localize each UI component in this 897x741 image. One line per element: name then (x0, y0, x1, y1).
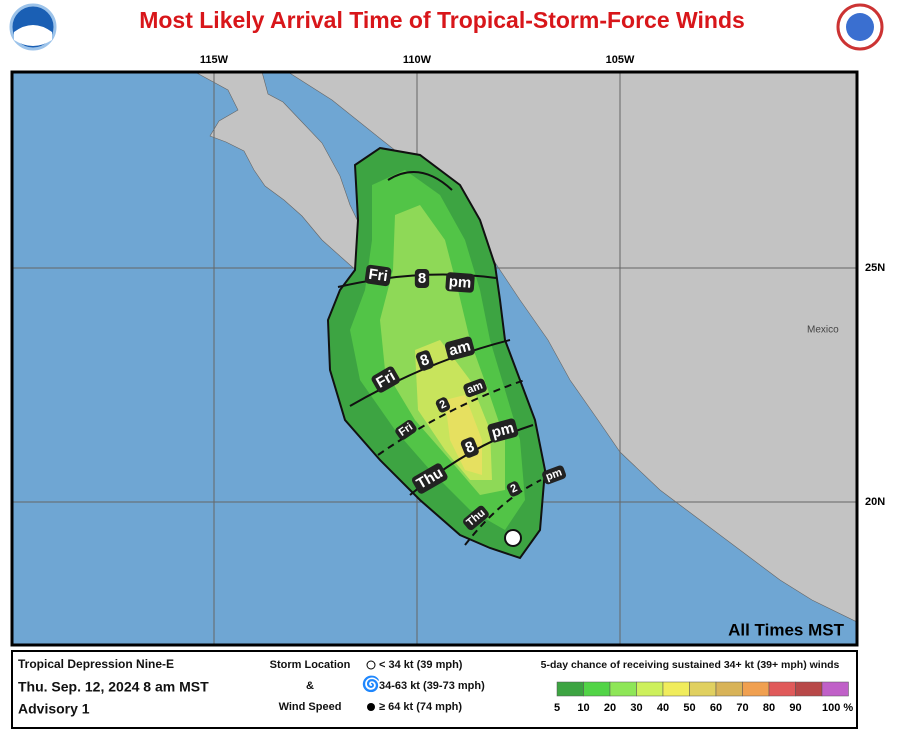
probability-scale: 5 10 20 30 40 50 60 70 80 90 100 % (554, 681, 853, 714)
scale-label: 100 % (822, 702, 853, 714)
scale-label: 50 (683, 702, 695, 714)
scale-swatch (821, 681, 849, 697)
label-box (487, 418, 519, 443)
period: am (465, 379, 484, 396)
lon-label: 105W (606, 54, 635, 66)
scale-swatch (556, 681, 584, 697)
scale-swatch (715, 681, 743, 697)
label-box (444, 336, 475, 361)
period: pm (448, 273, 472, 292)
label-box (395, 420, 417, 440)
period: pm (490, 419, 516, 441)
day: Fri (367, 266, 388, 286)
label-box (371, 366, 400, 393)
period: am (447, 337, 472, 359)
scale-label: 80 (763, 702, 775, 714)
map-frame (10, 70, 859, 647)
title: Most Likely Arrival Time of Tropical-Sto… (139, 7, 745, 33)
scale-swatch (636, 681, 664, 697)
symbol-td (366, 660, 376, 670)
scale-swatch (609, 681, 637, 697)
ampersand: & (306, 680, 314, 692)
scale-swatch (662, 681, 690, 697)
period: pm (544, 466, 564, 483)
label-box (414, 268, 430, 288)
storm-name: Tropical Depression Nine-E (18, 657, 174, 671)
symbol-ts: 🌀 (362, 674, 381, 693)
label-box (364, 264, 392, 287)
intensity-td: < 34 kt (39 mph) (379, 659, 463, 671)
country-label: Mexico (807, 325, 839, 336)
time-zone-note: All Times MST (728, 620, 844, 639)
scale-label: 70 (736, 702, 748, 714)
intensity-hu: ≥ 64 kt (74 mph) (379, 701, 462, 713)
storm-location (504, 529, 522, 547)
map-area (12, 72, 857, 645)
hour: 2 (509, 482, 520, 495)
label-box (463, 378, 487, 398)
scale-label: 60 (710, 702, 722, 714)
hour: 8 (418, 270, 426, 287)
lon-label: 110W (403, 54, 432, 66)
wind-speed-heading: Wind Speed (279, 701, 342, 713)
advisory-number: Advisory 1 (18, 701, 90, 717)
noaa-logo-wave (14, 25, 52, 46)
scale-label: 20 (604, 702, 616, 714)
label-box (435, 397, 451, 413)
label-box (542, 465, 567, 485)
scale-swatch (768, 681, 796, 697)
hour: 2 (438, 398, 449, 411)
scale-swatch (795, 681, 823, 697)
scale-swatch (742, 681, 770, 697)
intensity-ts: 34-63 kt (39-73 mph) (379, 680, 485, 692)
island (680, 487, 708, 495)
scale-heading: 5-day chance of receiving sustained 34+ … (541, 659, 840, 671)
symbol-hu (367, 703, 375, 711)
scale-label: 30 (630, 702, 642, 714)
arrival-label: Thu 8 pm (411, 418, 519, 494)
scale-swatch (583, 681, 611, 697)
label-box (506, 481, 522, 497)
arrival-label: Fri 8 am (371, 336, 475, 393)
label-box (460, 437, 479, 458)
arrival-label: Fri 2 am (395, 378, 487, 440)
label-box (411, 463, 448, 494)
scale-swatch (689, 681, 717, 697)
nws-logo-center (846, 13, 874, 41)
lat-label: 25N (865, 262, 885, 274)
arrival-label: Fri 8 pm (364, 264, 475, 293)
scale-label: 40 (657, 702, 669, 714)
label-box (463, 505, 489, 531)
label-box (445, 272, 475, 293)
scale-label: 10 (577, 702, 589, 714)
scale-label: 5 (554, 702, 560, 714)
storm-location-heading: Storm Location (270, 659, 351, 671)
label-box (415, 350, 434, 371)
advisory-time: Thu. Sep. 12, 2024 8 am MST (18, 679, 209, 695)
scale-label: 90 (789, 702, 801, 714)
lon-label: 115W (200, 54, 229, 66)
lat-label: 20N (865, 496, 885, 508)
